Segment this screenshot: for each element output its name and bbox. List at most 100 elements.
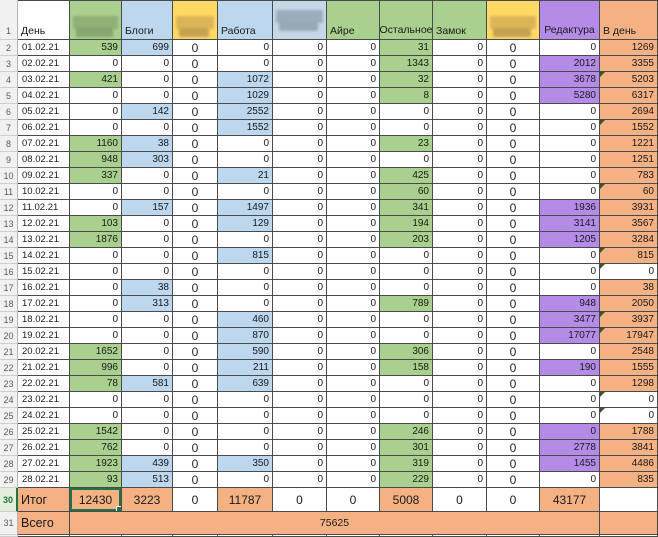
cell[interactable]: 0 bbox=[218, 424, 273, 440]
cell[interactable]: 0 bbox=[70, 88, 122, 104]
cell[interactable]: 319 bbox=[380, 456, 433, 472]
cell[interactable]: 0 bbox=[600, 392, 658, 408]
row-number[interactable]: 17 bbox=[0, 280, 18, 296]
cell[interactable]: 1542 bbox=[70, 424, 122, 440]
cell[interactable]: 0 bbox=[433, 120, 487, 136]
column-header-work[interactable]: Работа bbox=[218, 0, 273, 40]
cell[interactable]: 0 bbox=[380, 248, 433, 264]
row-number[interactable]: 14 bbox=[0, 232, 18, 248]
row-number[interactable]: 3 bbox=[0, 56, 18, 72]
row-number[interactable]: 23 bbox=[0, 376, 18, 392]
cell[interactable]: 0 bbox=[273, 56, 327, 72]
cell[interactable]: 0 bbox=[173, 168, 218, 184]
cell[interactable]: 0 bbox=[218, 408, 273, 424]
cell[interactable]: 0 bbox=[173, 200, 218, 216]
row-number[interactable]: 11 bbox=[0, 184, 18, 200]
cell[interactable]: 0 bbox=[540, 184, 600, 200]
cell[interactable]: 2050 bbox=[600, 296, 658, 312]
cell[interactable]: 3567 bbox=[600, 216, 658, 232]
cell[interactable]: 158 bbox=[380, 360, 433, 376]
cell[interactable]: 0 bbox=[487, 360, 540, 376]
column-header-per-day[interactable]: В день bbox=[600, 0, 658, 40]
row-number[interactable]: 1 bbox=[0, 0, 18, 40]
row-number[interactable]: 26 bbox=[0, 424, 18, 440]
cell[interactable]: 0 bbox=[487, 344, 540, 360]
cell[interactable]: 0 bbox=[173, 104, 218, 120]
cell[interactable]: 0 bbox=[273, 184, 327, 200]
cell[interactable]: 0 bbox=[273, 408, 327, 424]
cell[interactable]: 0 bbox=[70, 296, 122, 312]
cell[interactable]: 0 bbox=[122, 408, 173, 424]
cell[interactable]: 0 bbox=[173, 296, 218, 312]
cell[interactable]: 0 bbox=[327, 40, 380, 56]
cell[interactable]: 337 bbox=[70, 168, 122, 184]
cell[interactable]: 103 bbox=[70, 216, 122, 232]
date-cell[interactable]: 12.02.21 bbox=[18, 216, 70, 232]
row-number[interactable]: 12 bbox=[0, 200, 18, 216]
cell[interactable]: 0 bbox=[273, 424, 327, 440]
cell[interactable]: 0 bbox=[218, 440, 273, 456]
cell[interactable]: 0 bbox=[173, 152, 218, 168]
cell[interactable]: 0 bbox=[173, 456, 218, 472]
date-cell[interactable]: 14.02.21 bbox=[18, 248, 70, 264]
cell[interactable]: 1205 bbox=[540, 232, 600, 248]
cell[interactable]: 1298 bbox=[600, 376, 658, 392]
cell[interactable]: 3284 bbox=[600, 232, 658, 248]
cell[interactable]: 0 bbox=[380, 280, 433, 296]
cell[interactable]: 0 bbox=[380, 392, 433, 408]
cell[interactable]: 3141 bbox=[540, 216, 600, 232]
cell[interactable]: 0 bbox=[122, 328, 173, 344]
totals-label[interactable]: Итог bbox=[18, 488, 70, 512]
cell[interactable]: 0 bbox=[273, 264, 327, 280]
row-number[interactable]: 21 bbox=[0, 344, 18, 360]
cell[interactable]: 0 bbox=[433, 152, 487, 168]
cell[interactable]: 0 bbox=[273, 152, 327, 168]
cell[interactable]: 0 bbox=[433, 264, 487, 280]
cell[interactable]: 460 bbox=[218, 312, 273, 328]
cell[interactable]: 1160 bbox=[70, 136, 122, 152]
date-cell[interactable]: 26.02.21 bbox=[18, 440, 70, 456]
cell[interactable]: 0 bbox=[540, 424, 600, 440]
cell[interactable]: 0 bbox=[433, 488, 487, 512]
cell[interactable]: 0 bbox=[273, 440, 327, 456]
cell[interactable]: 0 bbox=[380, 104, 433, 120]
date-cell[interactable]: 16.02.21 bbox=[18, 280, 70, 296]
column-header-blogs[interactable]: Блоги bbox=[122, 0, 173, 40]
cell[interactable]: 0 bbox=[327, 408, 380, 424]
cell[interactable]: 0 bbox=[122, 440, 173, 456]
cell[interactable]: 0 bbox=[327, 104, 380, 120]
row-number[interactable]: 24 bbox=[0, 392, 18, 408]
cell[interactable]: 0 bbox=[173, 408, 218, 424]
cell[interactable]: 0 bbox=[273, 232, 327, 248]
cell[interactable]: 0 bbox=[273, 360, 327, 376]
cell[interactable]: 93 bbox=[70, 472, 122, 488]
cell[interactable]: 0 bbox=[487, 408, 540, 424]
cell[interactable]: 0 bbox=[218, 152, 273, 168]
cell[interactable]: 32 bbox=[380, 72, 433, 88]
cell[interactable]: 0 bbox=[540, 344, 600, 360]
cell[interactable]: 0 bbox=[327, 120, 380, 136]
cell[interactable]: 0 bbox=[173, 360, 218, 376]
cell[interactable]: 0 bbox=[218, 392, 273, 408]
row-number[interactable]: 6 bbox=[0, 104, 18, 120]
cell[interactable]: 0 bbox=[70, 120, 122, 136]
cell[interactable]: 0 bbox=[433, 104, 487, 120]
cell[interactable]: 157 bbox=[122, 200, 173, 216]
cell[interactable]: 0 bbox=[173, 440, 218, 456]
cell[interactable]: 0 bbox=[487, 104, 540, 120]
cell[interactable]: 0 bbox=[380, 264, 433, 280]
cell[interactable]: 0 bbox=[173, 280, 218, 296]
cell[interactable]: 43177 bbox=[540, 488, 600, 512]
cell[interactable]: 0 bbox=[327, 280, 380, 296]
row-number[interactable]: 2 bbox=[0, 40, 18, 56]
row-number[interactable]: 10 bbox=[0, 168, 18, 184]
cell[interactable]: 0 bbox=[173, 392, 218, 408]
cell[interactable]: 0 bbox=[433, 280, 487, 296]
cell[interactable]: 0 bbox=[487, 328, 540, 344]
cell[interactable]: 0 bbox=[70, 248, 122, 264]
cell[interactable]: 23 bbox=[380, 136, 433, 152]
cell[interactable]: 78 bbox=[70, 376, 122, 392]
cell[interactable]: 0 bbox=[273, 376, 327, 392]
cell[interactable]: 3355 bbox=[600, 56, 658, 72]
cell[interactable]: 0 bbox=[540, 408, 600, 424]
